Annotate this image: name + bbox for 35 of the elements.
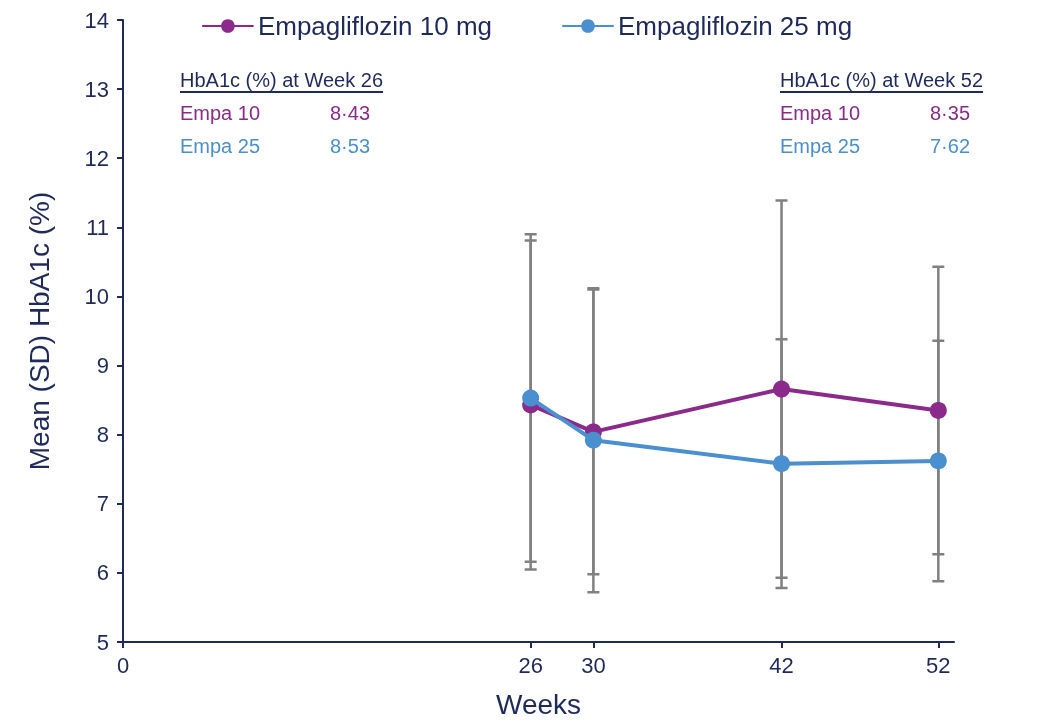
point: [522, 389, 540, 407]
annotation: 8·53: [330, 135, 371, 157]
y-axis-title: Mean (SD) HbA1c (%): [23, 191, 55, 471]
y-tick-label: 7: [96, 491, 109, 517]
y-tick-label: 13: [84, 76, 109, 102]
y-tick-label: 8: [96, 422, 109, 448]
annotation: 8·43: [330, 102, 371, 124]
point: [929, 401, 947, 419]
y-tick-label: 9: [96, 353, 109, 379]
annotation: 8·35: [930, 102, 971, 124]
y-tick-label: 10: [84, 283, 109, 309]
annotation: Empa 25: [780, 134, 862, 159]
x-tick-label: 0: [116, 652, 130, 678]
x-tick-label: 26: [518, 652, 543, 678]
point: [773, 380, 791, 398]
point: [929, 452, 947, 470]
legend-label: Empagliflozin 10 mg: [257, 11, 493, 41]
x-tick-label: 52: [926, 652, 951, 678]
annotation: Empa 10: [180, 101, 262, 126]
x-axis-title: Weeks: [495, 688, 582, 720]
annotation: HbA1c (%) at Week 26: [180, 68, 384, 93]
y-tick-label: 14: [84, 7, 109, 33]
y-tick-label: 5: [96, 629, 109, 655]
annotation: Empa 10: [780, 101, 862, 126]
y-tick-label: 11: [86, 214, 109, 240]
x-tick-label: 30: [581, 652, 606, 678]
annotation: 7·62: [930, 135, 971, 157]
point: [584, 431, 602, 449]
annotation: HbA1c (%) at Week 52: [780, 68, 984, 93]
legend-label: Empagliflozin 25 mg: [618, 11, 853, 41]
y-tick-label: 6: [96, 560, 109, 586]
x-tick-label: 42: [769, 652, 794, 678]
point: [773, 455, 791, 473]
annotation: Empa 25: [180, 134, 262, 159]
y-tick-label: 12: [84, 145, 109, 171]
